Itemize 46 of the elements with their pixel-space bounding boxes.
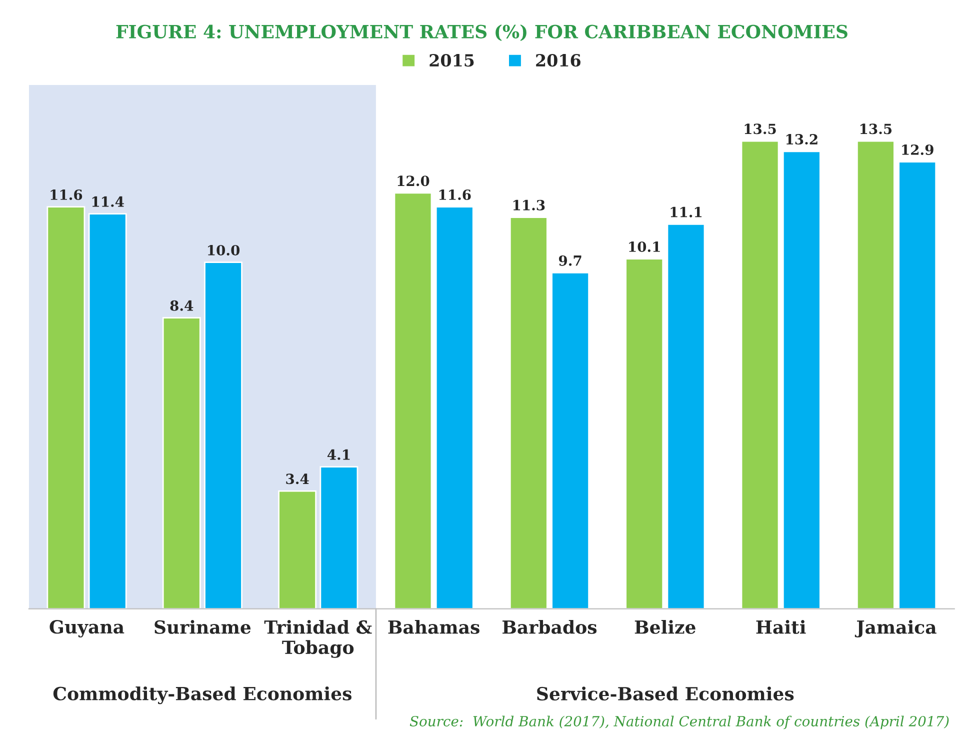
bar (551, 272, 590, 609)
bar (435, 206, 474, 609)
data-label: 4.1 (327, 449, 350, 460)
text: Commodity-Based Economies (53, 686, 352, 704)
x-tick-label: Barbados (502, 620, 597, 634)
data-label: 13.5 (860, 124, 892, 134)
bar (320, 466, 358, 609)
x-tick-label: Jamaica (854, 620, 936, 638)
data-label: 3.4 (286, 474, 309, 484)
legend-label: 2015 (430, 54, 474, 67)
data-label: 13.2 (786, 134, 818, 145)
x-tick-label: Guyana (50, 620, 124, 638)
data-label: 11.6 (439, 189, 471, 200)
data-label: 10.0 (208, 244, 240, 256)
x-tick-label: Suriname (154, 620, 251, 634)
source-note: Source: World Bank (2017), National Central Bank of countries (April 2017) (410, 716, 949, 730)
data-label: 8.4 (170, 300, 194, 311)
data-label: 9.7 (558, 255, 582, 266)
bar (856, 140, 895, 609)
bar (46, 206, 86, 609)
data-label: 11.6 (50, 189, 82, 200)
bar (204, 262, 242, 609)
bar (88, 213, 127, 609)
x-tick-label: Haiti (756, 620, 806, 634)
data-label: 10.1 (629, 241, 660, 252)
bar (394, 192, 432, 609)
text: Service-Based Economies (537, 686, 794, 701)
bar (162, 317, 201, 609)
bar (782, 150, 821, 609)
bar (509, 216, 548, 609)
data-label: 12.9 (902, 144, 934, 155)
bar (740, 140, 780, 609)
data-label: 11.3 (513, 200, 545, 210)
bar (625, 258, 664, 609)
data-label: 12.0 (398, 176, 430, 186)
x-tick-label: Belize (634, 620, 696, 634)
x-tick-label: Bahamas (388, 620, 480, 634)
bar (898, 161, 937, 609)
data-label: 11.1 (670, 206, 702, 218)
data-label: 13.5 (744, 124, 776, 134)
chart-title: FIGURE 4: UNEMPLOYMENT RATES (%) FOR CARIBBEAN ECONOMIES (116, 24, 848, 42)
legend-label: 2016 (536, 54, 580, 67)
bar (666, 223, 706, 609)
x-tick-label: Trinidad & Tobago (264, 620, 372, 658)
data-label: 11.4 (92, 196, 124, 207)
bar (278, 490, 316, 609)
